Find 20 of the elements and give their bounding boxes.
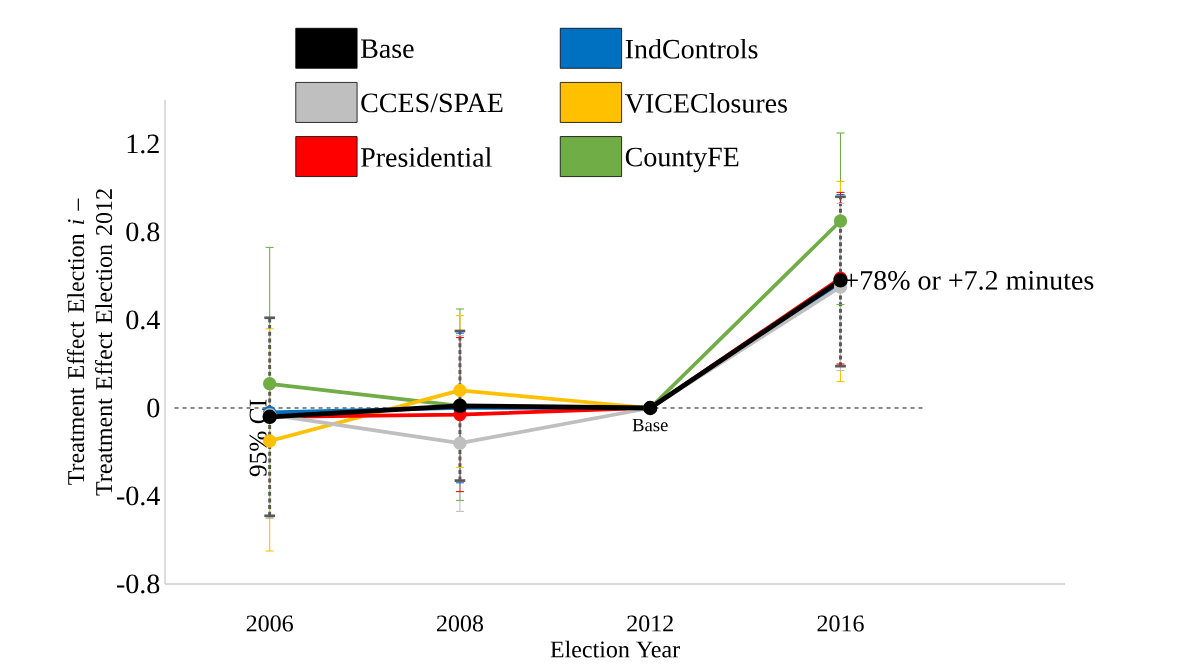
x-axis-title: Election Year bbox=[550, 640, 680, 658]
annotation: +78% or +7.2 minutes bbox=[844, 270, 1094, 290]
x-tick-label: 2012 bbox=[627, 615, 673, 632]
y-tick-label: 0.8 bbox=[126, 222, 160, 242]
legend-label: VICEClosures bbox=[624, 93, 787, 113]
x-tick-label: 2006 bbox=[246, 615, 293, 632]
x-tick-label: 2008 bbox=[436, 615, 484, 632]
legend-label: CountyFE bbox=[625, 147, 739, 173]
y-tick-label: 0 bbox=[147, 398, 160, 418]
x-tick-label: 2016 bbox=[817, 615, 864, 632]
annotation: Base bbox=[632, 418, 668, 432]
legend-label: Base bbox=[360, 39, 414, 59]
y-tick-label: -0.4 bbox=[117, 486, 160, 506]
legend-label: IndControls bbox=[625, 38, 758, 59]
legend-label: Presidential bbox=[360, 147, 492, 167]
y-tick-label: 1.2 bbox=[127, 134, 159, 154]
y-tick-label: 0.4 bbox=[126, 310, 160, 330]
legend-label: CCES/SPAE bbox=[361, 93, 503, 113]
y-tick-label: -0.8 bbox=[117, 574, 160, 594]
y-axis-title: Treatment Effect Election i – Treatment Effect Election 2012 bbox=[67, 189, 113, 496]
